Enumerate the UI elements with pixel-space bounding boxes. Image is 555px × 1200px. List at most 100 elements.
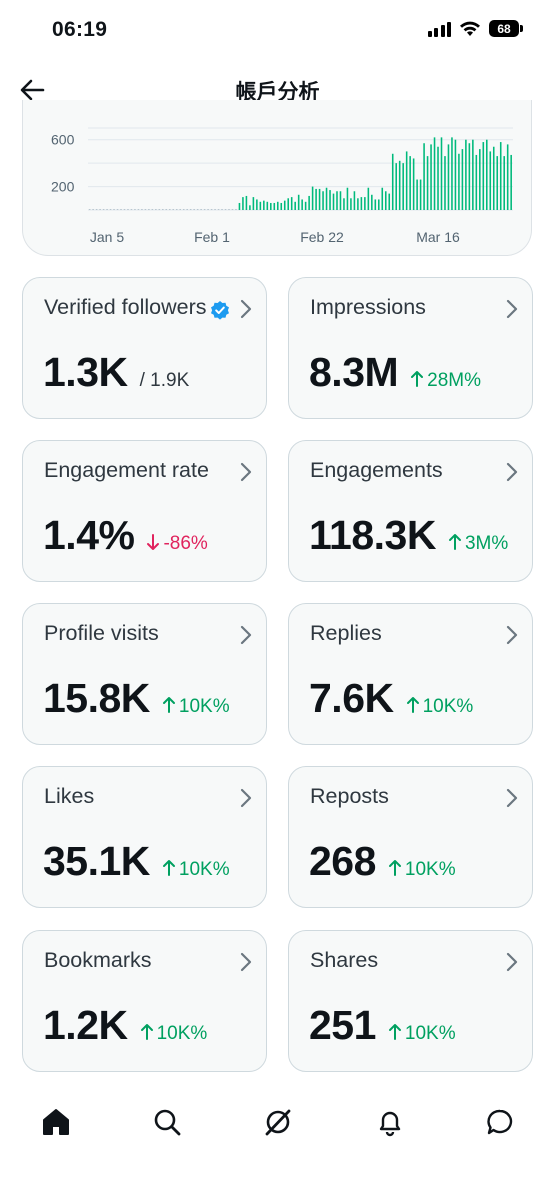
chart-bar	[308, 195, 310, 210]
metric-value: 15.8K	[43, 675, 150, 721]
metric-label: Reposts	[310, 784, 389, 808]
back-button[interactable]	[16, 74, 48, 106]
metric-value-row: 1.4% -86%	[43, 512, 208, 559]
chart-bar	[102, 209, 105, 210]
chart-bar	[437, 146, 439, 210]
chart-bar	[221, 209, 223, 210]
chart-bar	[367, 187, 370, 210]
chart-bar	[134, 209, 136, 210]
chart-bar	[479, 149, 481, 210]
chevron-right-icon	[506, 299, 518, 319]
metric-card[interactable]: Reposts 268 10K%	[288, 766, 533, 908]
metric-value-row: 268 10K%	[309, 838, 456, 885]
chart-bar	[95, 209, 98, 210]
x-tick-label: Feb 22	[300, 229, 344, 245]
chart-bar	[165, 209, 168, 210]
chart-bar	[475, 154, 478, 210]
arrow-up-icon	[140, 1024, 153, 1040]
chart-bar	[325, 187, 328, 210]
metric-value: 1.3K	[43, 349, 128, 395]
tab-search[interactable]	[147, 1102, 187, 1142]
chart-bar	[391, 153, 394, 210]
chart-bar	[123, 209, 126, 210]
chart-bar	[447, 144, 450, 210]
tab-notifications[interactable]	[370, 1102, 410, 1142]
chart-bar	[259, 201, 262, 210]
chart-bar	[238, 202, 241, 210]
metric-delta-value: 10K%	[178, 696, 230, 717]
metric-card[interactable]: Profile visits 15.8K 10K%	[22, 603, 267, 745]
chart-bar	[423, 143, 425, 210]
tab-grok[interactable]	[258, 1102, 298, 1142]
metric-value-row: 1.2K 10K%	[43, 1002, 207, 1049]
chart-bar	[266, 201, 269, 210]
metric-card[interactable]: Engagement rate 1.4% -86%	[22, 440, 267, 582]
chart-bar	[193, 209, 195, 210]
metric-delta: 10K%	[140, 1021, 207, 1045]
battery-level: 68	[497, 21, 511, 36]
chart-bar	[426, 156, 429, 210]
chart-bar	[412, 158, 415, 210]
tab-messages[interactable]	[480, 1102, 520, 1142]
chart-bar	[158, 209, 161, 210]
chart-bar	[127, 209, 129, 210]
chart-bar	[273, 202, 276, 210]
chart-bar	[374, 199, 377, 210]
chart-bar	[252, 197, 255, 210]
chevron-right-icon	[240, 299, 252, 319]
chart-bar	[506, 144, 509, 210]
chart-bar	[231, 209, 234, 210]
metric-value: 1.2K	[43, 1002, 128, 1048]
chart-bar	[492, 146, 495, 210]
chart-bar	[364, 197, 366, 210]
metric-value: 7.6K	[309, 675, 394, 721]
arrow-up-icon	[411, 371, 424, 387]
chart-bar	[343, 198, 345, 210]
arrow-up-icon	[406, 697, 419, 713]
bell-icon	[379, 1111, 401, 1137]
chart-bar	[486, 139, 488, 210]
metric-card[interactable]: Impressions 8.3M 28M%	[288, 277, 533, 419]
chart-bar	[329, 190, 331, 210]
battery-icon: 68	[489, 20, 523, 37]
metric-label: Verified followers	[44, 295, 207, 319]
chart-bar	[461, 149, 464, 210]
chart-bar	[360, 197, 363, 210]
chart-bar	[451, 137, 453, 210]
metric-value: 118.3K	[309, 512, 436, 558]
metric-value: 35.1K	[43, 838, 150, 884]
metric-card[interactable]: Likes 35.1K 10K%	[22, 766, 267, 908]
metric-card[interactable]: Replies 7.6K 10K%	[288, 603, 533, 745]
metric-card[interactable]: Bookmarks 1.2K 10K%	[22, 930, 267, 1072]
cellular-signal-icon	[427, 21, 451, 37]
chart-bar	[499, 142, 502, 210]
metric-value-row: 1.3K / 1.9K	[43, 349, 189, 396]
chart-bar	[489, 151, 492, 210]
chart-bar	[395, 163, 397, 210]
arrow-up-icon	[388, 860, 401, 876]
tab-home[interactable]	[36, 1102, 76, 1142]
chart-bar	[168, 209, 171, 210]
chart-bar	[336, 191, 338, 210]
chevron-right-icon	[240, 952, 252, 972]
grok-icon	[265, 1109, 291, 1136]
chart-bar	[318, 188, 321, 210]
metric-delta: 10K%	[162, 694, 230, 718]
metric-delta-value: -86%	[163, 533, 208, 554]
metric-delta: 10K%	[162, 857, 230, 881]
metric-delta-value: 10K%	[422, 696, 474, 717]
metric-card[interactable]: Shares 251 10K%	[288, 930, 533, 1072]
metric-label: Profile visits	[44, 621, 159, 645]
chart-bar	[270, 202, 272, 210]
chart-bar	[482, 142, 485, 210]
chart-bar	[280, 202, 283, 210]
metric-card[interactable]: Verified followers 1.3K / 1.9K	[22, 277, 267, 419]
arrow-up-icon	[448, 534, 461, 550]
chart-bar	[214, 209, 216, 210]
chart-card: 600 200 Jan 5 Feb 1 Feb 22 Mar 16	[22, 100, 532, 256]
chevron-right-icon	[506, 625, 518, 645]
chart-bar	[207, 209, 209, 210]
metric-total: / 1.9K	[139, 370, 190, 391]
metric-card[interactable]: Engagements 118.3K 3M%	[288, 440, 533, 582]
metric-value-row: 118.3K 3M%	[309, 512, 508, 559]
